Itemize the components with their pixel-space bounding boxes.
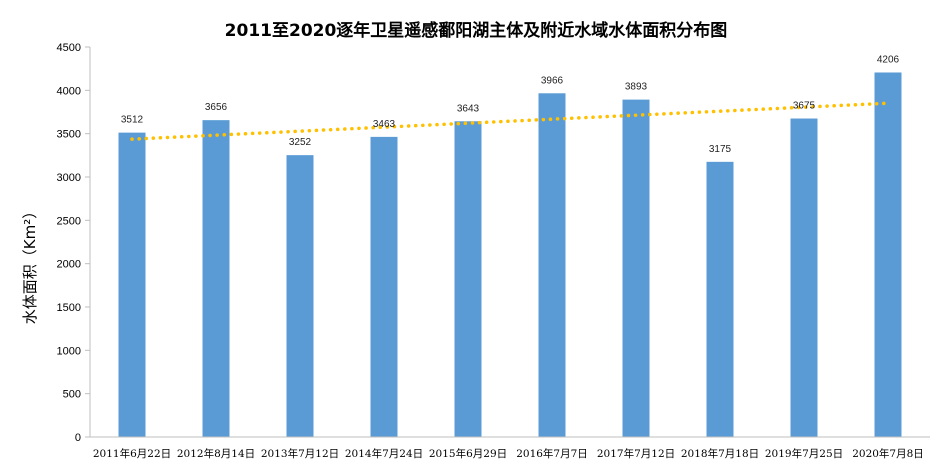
bar [286,155,314,437]
data-label: 3966 [541,75,564,86]
x-tick-label: 2020年7月8日 [852,447,924,460]
bar-series [118,72,902,438]
trendline [130,101,890,141]
y-tick-label: 1000 [57,345,81,357]
data-label: 4206 [877,54,900,65]
data-label: 3175 [709,144,732,155]
bar [538,93,566,437]
y-tick-label: 0 [75,432,81,444]
x-axis: 2011年6月22日 2012年8月14日 2013年7月12日 2014年7月24日… [90,436,930,460]
x-tick-label: 2013年7月12日 [261,447,339,460]
bar [874,72,902,437]
y-axis-label: 水体面积（Km²） [21,204,39,324]
y-tick-label: 3500 [57,129,81,141]
x-tick-label: 2011年6月22日 [93,447,171,460]
x-tick-label: 2014年7月24日 [345,447,423,460]
bar [202,120,230,437]
y-tick-label: 4000 [57,85,81,97]
data-label: 3252 [289,137,312,148]
bar [790,118,818,437]
y-axis: 0 500 1000 1500 2000 2500 3000 3500 4000 4500 [57,42,91,444]
data-label: 3893 [625,82,648,93]
y-tick-label: 2500 [57,215,81,227]
y-tick-label: 2000 [57,259,81,271]
data-label: 3463 [373,119,396,130]
data-label: 3643 [457,103,480,114]
y-tick-label: 500 [63,389,81,401]
x-tick-label: 2015年6月29日 [429,447,507,460]
bar [454,121,482,438]
bar [706,161,734,438]
x-tick-label: 2012年8月14日 [177,447,255,460]
y-tick-label: 4500 [57,42,81,54]
x-tick-label: 2019年7月25日 [765,447,843,460]
chart-title: 2011至2020逐年卫星遥感鄱阳湖主体及附近水域水体面积分布图 [225,20,728,41]
data-label: 3512 [121,115,144,126]
x-tick-label: 2018年7月18日 [681,447,759,460]
bar [118,132,146,438]
y-tick-label: 1500 [57,302,81,314]
data-label: 3656 [205,102,228,113]
data-labels: 3512 3656 3252 3463 3643 3966 3893 3175 3675 4206 [121,54,900,154]
x-tick-label: 2016年7月7日 [516,447,588,460]
x-tick-label: 2017年7月12日 [597,447,675,460]
bar [370,136,398,437]
y-tick-label: 3000 [57,172,81,184]
data-label: 3675 [793,101,816,112]
bar [622,99,650,438]
trendline-path [130,101,890,141]
